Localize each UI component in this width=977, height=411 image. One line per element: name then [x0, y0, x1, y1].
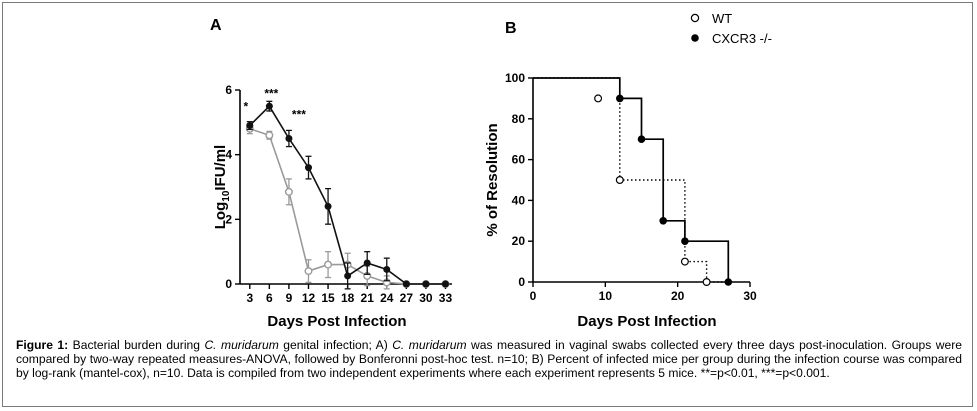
panel-a-significance-0: *: [243, 100, 248, 114]
panel-a-ylabel-sub: 10: [221, 190, 232, 202]
panel-a-series-1-point-0: [246, 122, 254, 130]
panel-b-series-0-steps: [533, 77, 729, 283]
caption-text-2: genital infection; A): [278, 338, 393, 352]
panel-a-series-1-point-6: [363, 259, 371, 267]
panel-b-plot: 0 20 40 60 80 100 0 10 20 30: [505, 71, 757, 303]
panel-a-significance-1: ***: [264, 87, 278, 101]
panel-a-series-1-point-1: [265, 102, 273, 110]
panel-a-series-1-point-9: [422, 280, 430, 288]
panel-b-series-1-steps: [533, 77, 730, 282]
panel-a-y-tick-label-0: 0: [225, 277, 232, 291]
panel-b-y-tick-label-80: 80: [512, 112, 526, 126]
panel-a-x-tick-label-9: 9: [286, 291, 293, 305]
panel-a-series-1-point-8: [402, 280, 410, 288]
panel-b-series-0-point-1: [615, 176, 624, 185]
panel-b-x-tick-label-20: 20: [671, 289, 685, 303]
panel-b-series-0-point-0: [594, 94, 603, 103]
panel-a-x-tick-label-6: 6: [266, 291, 273, 305]
svg-text:Log10IFU/ml: Log10IFU/ml: [212, 145, 232, 229]
panel-a-ylabel-unit: IFU/ml: [212, 145, 229, 191]
panel-a-ylabel: Log10IFU/ml: [212, 145, 232, 229]
panel-b-series-1-point-2: [659, 217, 667, 225]
panel-a-series-1-point-7: [383, 265, 391, 273]
panel-a-x-tick-label-27: 27: [400, 291, 414, 305]
panel-a-series-0-point-1: [265, 131, 274, 140]
panel-a-series-1-point-2: [285, 135, 293, 142]
caption-species-2: C. muridarum: [392, 338, 467, 352]
panel-a-x-tick-label-30: 30: [419, 291, 433, 305]
panel-b-series-1-point-3: [681, 237, 689, 245]
panel-b-y-tick-label-100: 100: [505, 71, 525, 85]
panel-a-y-tick-label-4: 4: [225, 148, 232, 162]
panel-a-label: A: [210, 17, 222, 34]
panel-a-x-tick-label-3: 3: [246, 291, 253, 305]
legend-marker-wt: [690, 13, 700, 23]
caption-species-1: C. muridarum: [204, 338, 279, 352]
panel-a-x-tick-label-33: 33: [439, 291, 453, 305]
panel-a-series-0-point-2: [284, 187, 293, 196]
panel-a-x-tick-label-24: 24: [380, 291, 394, 305]
panel-b-xlabel: Days Post Infection: [577, 313, 716, 330]
panel-b-label: B: [505, 20, 517, 37]
panel-a-series-1-point-5: [344, 272, 352, 280]
legend-label-wt: WT: [712, 11, 732, 26]
panel-b-x-tick-label-0: 0: [530, 289, 537, 303]
panel-b-series-1-point-0: [616, 94, 624, 103]
panel-a-y-tick-label-6: 6: [225, 83, 232, 97]
legend-label-cxcr3: CXCR3 -/-: [712, 31, 772, 46]
panel-a-x-tick-label-18: 18: [341, 291, 355, 305]
panel-a-xlabel: Days Post Infection: [267, 313, 406, 330]
panel-a-series-1-point-10: [441, 280, 449, 288]
legend-marker-cxcr3: [691, 34, 699, 42]
caption-text-3: was measured in vaginal swabs collected …: [16, 338, 962, 381]
panel-b-x-tick-label-30: 30: [743, 289, 757, 303]
figure-frame: [2, 2, 973, 407]
panel-b-y-tick-label-40: 40: [512, 193, 526, 207]
panel-a-series-0-point-4: [324, 260, 333, 269]
panel-a-x-tick-label-15: 15: [321, 291, 335, 305]
panel-a-y-tick-label-2: 2: [225, 212, 232, 226]
panel-a-x-tick-label-21: 21: [361, 291, 375, 305]
figure-caption: Figure 1: Bacterial burden during C. mur…: [16, 338, 962, 381]
panel-a-significance-2: ***: [292, 108, 306, 122]
caption-fig-label: Figure 1:: [16, 338, 69, 352]
panel-a-series-1-point-3: [304, 164, 312, 172]
panel-b-series-1-point-1: [637, 135, 646, 143]
panel-a-x-tick-label-12: 12: [302, 291, 316, 305]
panel-a-series-1-point-4: [324, 202, 332, 210]
panel-a-ylabel-main: Log: [212, 202, 229, 230]
panel-b-ylabel: % of Resolution: [484, 123, 501, 236]
panel-b-y-tick-label-0: 0: [518, 275, 525, 289]
panel-b-y-tick-label-20: 20: [512, 234, 526, 248]
caption-text-1: Bacterial burden during: [68, 338, 205, 352]
panel-b-series-0-point-3: [702, 278, 711, 287]
panel-b-series-0-point-2: [680, 257, 689, 266]
panel-b-y-tick-label-60: 60: [512, 153, 526, 167]
panel-a-series-0-point-3: [304, 267, 313, 276]
legend: WT CXCR3 -/-: [690, 11, 772, 46]
panel-b-x-tick-label-10: 10: [599, 289, 613, 303]
panel-b-series-1-point-4: [724, 278, 733, 286]
